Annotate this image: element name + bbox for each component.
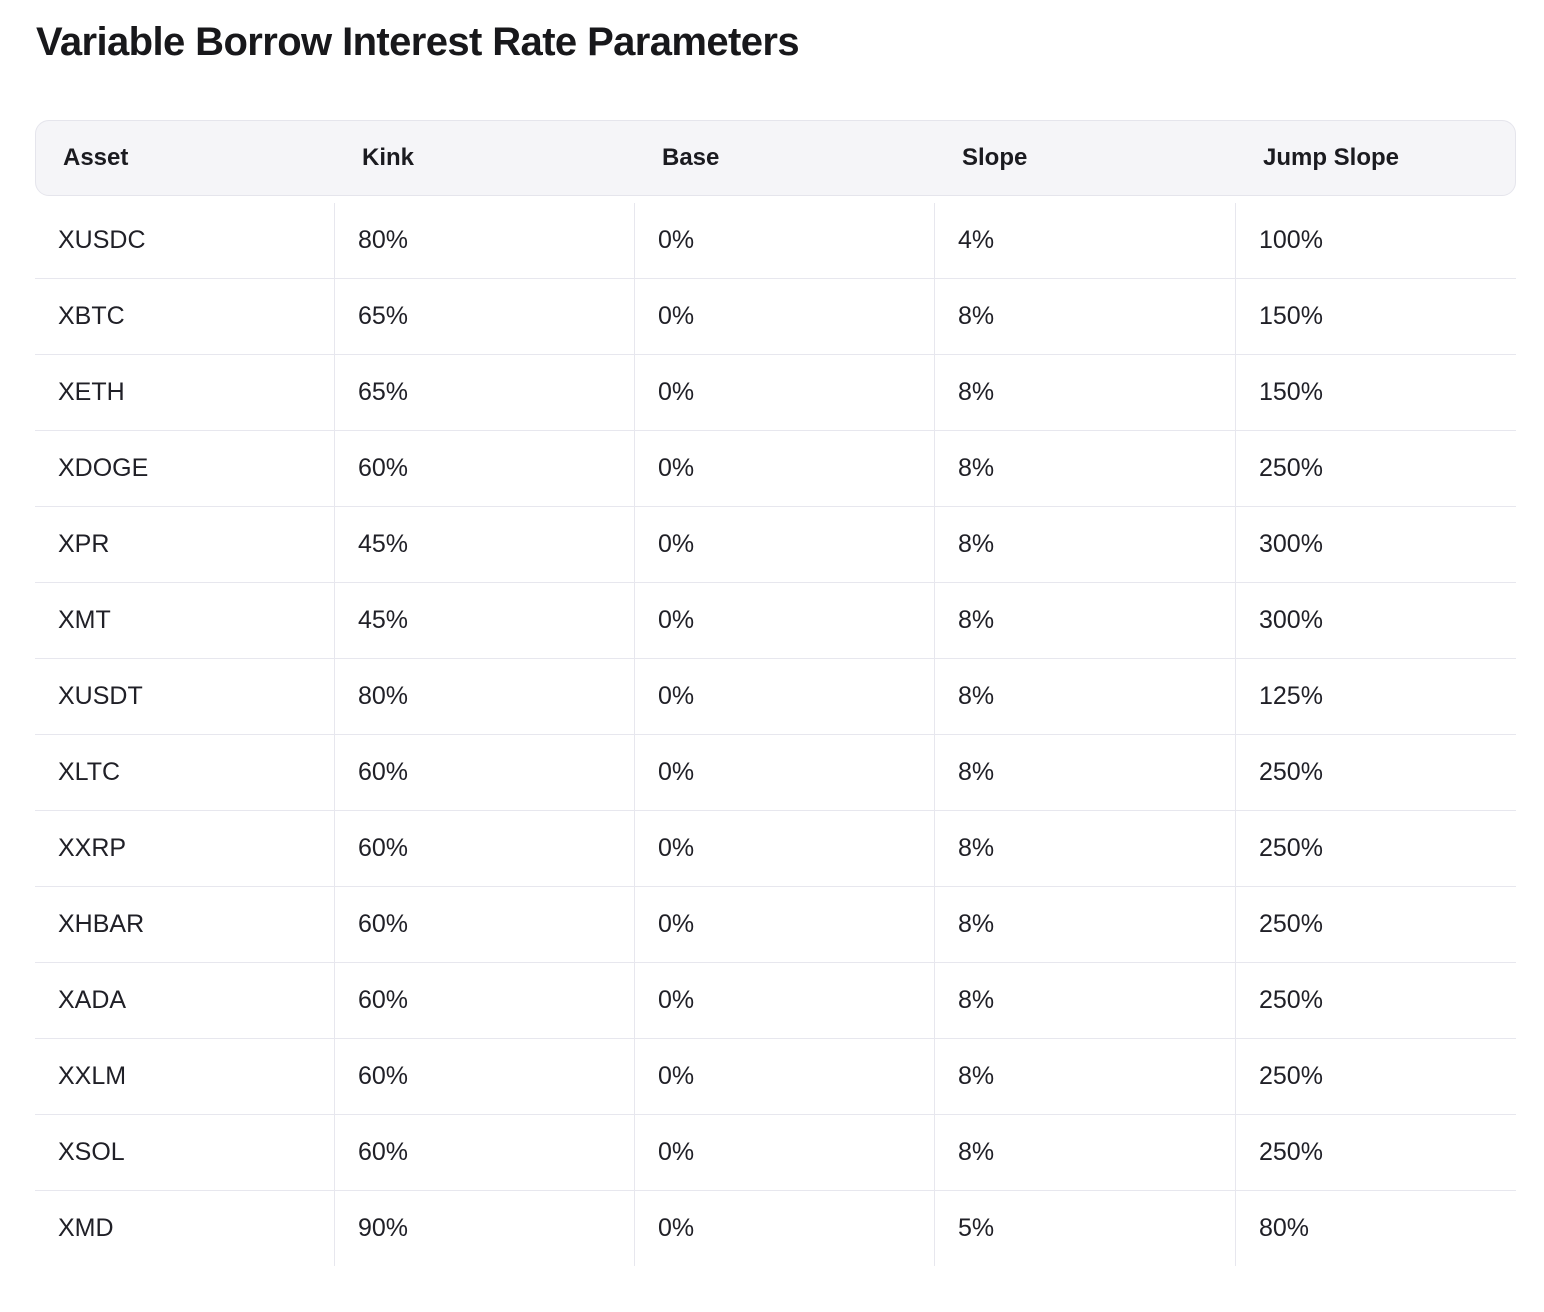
column-header-asset: Asset: [63, 144, 129, 171]
table-row: XETH 65% 0% 8% 150%: [35, 354, 1516, 430]
table-row: XXLM 60% 0% 8% 250%: [35, 1038, 1516, 1114]
cell-base: 0%: [634, 507, 934, 582]
cell-slope: 8%: [934, 507, 1235, 582]
cell-base: 0%: [634, 963, 934, 1038]
cell-kink: 60%: [334, 1039, 634, 1114]
cell-jump_slope: 250%: [1235, 431, 1516, 506]
table-row: XUSDT 80% 0% 8% 125%: [35, 658, 1516, 734]
cell-kink: 60%: [334, 735, 634, 810]
borrow-rate-parameters-table: Asset Kink Base Slope Jump Slope XUSDC 80…: [35, 120, 1516, 1266]
cell-base: 0%: [634, 1115, 934, 1190]
cell-slope: 8%: [934, 279, 1235, 354]
cell-base: 0%: [634, 659, 934, 734]
column-header-jump-slope: Jump Slope: [1263, 144, 1400, 171]
table-row: XDOGE 60% 0% 8% 250%: [35, 430, 1516, 506]
cell-slope: 4%: [934, 203, 1235, 278]
cell-base: 0%: [634, 583, 934, 658]
table-row: XPR 45% 0% 8% 300%: [35, 506, 1516, 582]
table-row: XADA 60% 0% 8% 250%: [35, 962, 1516, 1038]
cell-base: 0%: [634, 279, 934, 354]
cell-slope: 8%: [934, 583, 1235, 658]
cell-jump_slope: 150%: [1235, 279, 1516, 354]
cell-slope: 8%: [934, 431, 1235, 506]
cell-slope: 8%: [934, 811, 1235, 886]
table-row: XUSDC 80% 0% 4% 100%: [35, 203, 1516, 278]
table-row: XLTC 60% 0% 8% 250%: [35, 734, 1516, 810]
cell-kink: 80%: [334, 203, 634, 278]
cell-base: 0%: [634, 811, 934, 886]
column-header-kink: Kink: [362, 144, 415, 171]
cell-base: 0%: [634, 1191, 934, 1266]
table-body: XUSDC 80% 0% 4% 100% XBTC 65% 0% 8% 150% XETH 65% 0%…: [35, 196, 1516, 1266]
cell-asset: XUSDT: [58, 682, 143, 710]
cell-asset: XMD: [58, 1214, 114, 1242]
cell-kink: 45%: [334, 507, 634, 582]
cell-kink: 80%: [334, 659, 634, 734]
cell-asset: XPR: [58, 530, 110, 558]
cell-jump_slope: 100%: [1235, 203, 1516, 278]
table-row: XMD 90% 0% 5% 80%: [35, 1190, 1516, 1266]
cell-kink: 45%: [334, 583, 634, 658]
cell-asset: XXRP: [58, 834, 127, 862]
cell-jump_slope: 250%: [1235, 1115, 1516, 1190]
cell-kink: 60%: [334, 963, 634, 1038]
page-title: Variable Borrow Interest Rate Parameters: [36, 20, 800, 64]
cell-jump_slope: 300%: [1235, 507, 1516, 582]
table-row: XSOL 60% 0% 8% 250%: [35, 1114, 1516, 1190]
cell-kink: 90%: [334, 1191, 634, 1266]
cell-jump_slope: 250%: [1235, 811, 1516, 886]
cell-slope: 8%: [934, 659, 1235, 734]
cell-asset: XXLM: [58, 1062, 127, 1090]
cell-slope: 8%: [934, 355, 1235, 430]
cell-asset: XLTC: [58, 758, 121, 786]
cell-kink: 65%: [334, 279, 634, 354]
cell-base: 0%: [634, 1039, 934, 1114]
cell-jump_slope: 250%: [1235, 1039, 1516, 1114]
cell-asset: XMT: [58, 606, 111, 634]
cell-base: 0%: [634, 735, 934, 810]
cell-base: 0%: [634, 203, 934, 278]
cell-jump_slope: 250%: [1235, 963, 1516, 1038]
cell-jump_slope: 250%: [1235, 887, 1516, 962]
cell-jump_slope: 125%: [1235, 659, 1516, 734]
cell-base: 0%: [634, 431, 934, 506]
cell-kink: 60%: [334, 1115, 634, 1190]
cell-kink: 60%: [334, 431, 634, 506]
cell-base: 0%: [634, 355, 934, 430]
cell-asset: XSOL: [58, 1138, 125, 1166]
cell-slope: 8%: [934, 1039, 1235, 1114]
cell-jump_slope: 80%: [1235, 1191, 1516, 1266]
cell-jump_slope: 300%: [1235, 583, 1516, 658]
table-row: XBTC 65% 0% 8% 150%: [35, 278, 1516, 354]
cell-asset: XHBAR: [58, 910, 145, 938]
cell-slope: 5%: [934, 1191, 1235, 1266]
table-header-row: Asset Kink Base Slope Jump Slope: [35, 120, 1516, 196]
column-header-slope: Slope: [962, 144, 1028, 171]
table-row: XMT 45% 0% 8% 300%: [35, 582, 1516, 658]
cell-slope: 8%: [934, 887, 1235, 962]
cell-kink: 60%: [334, 887, 634, 962]
cell-asset: XADA: [58, 986, 127, 1014]
column-header-base: Base: [662, 144, 720, 171]
cell-asset: XDOGE: [58, 454, 149, 482]
cell-asset: XBTC: [58, 302, 125, 330]
cell-slope: 8%: [934, 963, 1235, 1038]
cell-jump_slope: 250%: [1235, 735, 1516, 810]
cell-asset: XUSDC: [58, 226, 146, 254]
table-row: XHBAR 60% 0% 8% 250%: [35, 886, 1516, 962]
cell-asset: XETH: [58, 378, 125, 406]
cell-kink: 60%: [334, 811, 634, 886]
cell-jump_slope: 150%: [1235, 355, 1516, 430]
cell-slope: 8%: [934, 735, 1235, 810]
table-row: XXRP 60% 0% 8% 250%: [35, 810, 1516, 886]
cell-kink: 65%: [334, 355, 634, 430]
cell-slope: 8%: [934, 1115, 1235, 1190]
cell-base: 0%: [634, 887, 934, 962]
